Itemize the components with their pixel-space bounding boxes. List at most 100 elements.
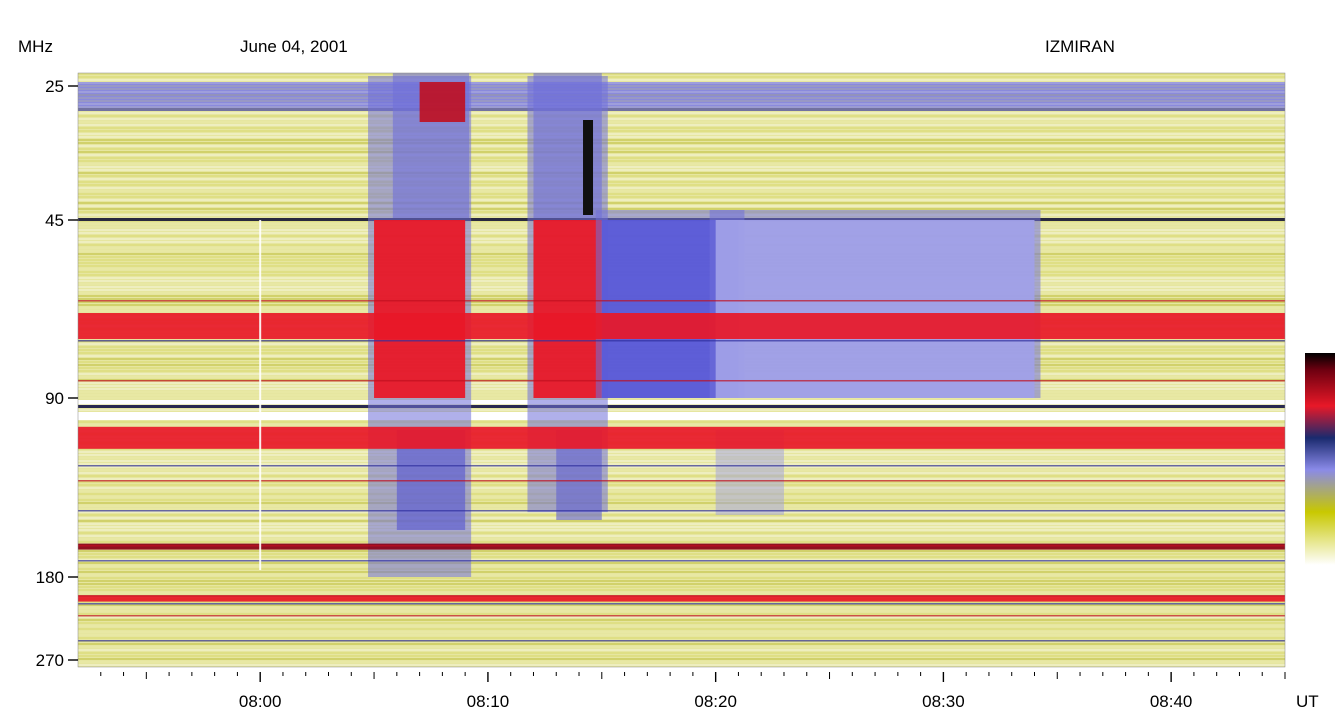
background-stripe — [78, 181, 1285, 183]
background-stripe — [78, 184, 1285, 186]
plot-frame — [77, 72, 1286, 668]
background-stripe — [78, 112, 1285, 114]
burst-upper-b-black — [583, 120, 594, 215]
background-stripe — [78, 655, 1285, 657]
background-stripe — [78, 646, 1285, 648]
background-stripe — [78, 130, 1285, 132]
background-stripe — [78, 463, 1285, 465]
background-stripe — [78, 475, 1285, 477]
line-accent — [78, 595, 1285, 597]
background-stripe — [78, 190, 1285, 192]
background-stripe — [78, 514, 1285, 516]
background-stripe — [78, 607, 1285, 609]
background-stripe — [78, 505, 1285, 507]
background-stripe — [78, 568, 1285, 570]
line-accent — [78, 603, 1285, 605]
background-stripe — [78, 124, 1285, 126]
background-stripe — [78, 490, 1285, 492]
x-tick-label: 08:00 — [239, 692, 282, 711]
line-accent — [78, 560, 1285, 562]
background-stripe — [78, 133, 1285, 135]
background-stripe — [78, 454, 1285, 456]
background-stripe — [78, 175, 1285, 177]
band-25mhz-edge — [78, 108, 1285, 111]
band-25mhz-overlay — [78, 82, 1285, 108]
background-stripe — [78, 499, 1285, 501]
background-stripe — [78, 664, 1285, 666]
background-stripe — [78, 619, 1285, 621]
separator-gap-white — [78, 412, 1285, 420]
background-stripe — [78, 157, 1285, 159]
background-stripe — [78, 529, 1285, 531]
background-stripe — [78, 421, 1285, 423]
background-stripe — [78, 604, 1285, 606]
burst-core-1 — [533, 220, 602, 398]
background-stripe — [78, 424, 1285, 426]
y-axis: 25 45 90 180 270 — [36, 77, 78, 670]
y-unit-label: MHz — [18, 37, 53, 56]
background-stripe — [78, 658, 1285, 660]
background-stripe — [78, 511, 1285, 513]
persistent-band-68mhz — [78, 313, 1285, 340]
background-stripe — [78, 589, 1285, 591]
background-stripe — [78, 637, 1285, 639]
background-stripe — [78, 661, 1285, 663]
background-stripe — [78, 148, 1285, 150]
background-stripe — [78, 556, 1285, 558]
y-tick-label: 45 — [45, 211, 64, 230]
background-stripe — [78, 202, 1285, 204]
background-stripe — [78, 472, 1285, 474]
background-stripe — [78, 583, 1285, 585]
background-stripe — [78, 601, 1285, 603]
line-accent — [78, 480, 1285, 482]
background-stripe — [78, 166, 1285, 168]
burst-core-3 — [715, 220, 1035, 398]
persistent-band-160mhz — [78, 543, 1285, 550]
background-stripe — [78, 151, 1285, 153]
background-stripe — [78, 532, 1285, 534]
line-accent — [78, 340, 1285, 342]
line-accent — [78, 640, 1285, 642]
line-accent — [78, 380, 1285, 382]
background-stripe — [78, 586, 1285, 588]
x-unit-label: UT — [1296, 692, 1319, 711]
background-stripe — [78, 154, 1285, 156]
background-stripe — [78, 139, 1285, 141]
x-tick-label: 08:30 — [922, 692, 965, 711]
background-stripe — [78, 121, 1285, 123]
background-stripe — [78, 649, 1285, 651]
y-tick-label: 25 — [45, 77, 64, 96]
spectrogram-plot-area — [77, 72, 1286, 668]
line-accent — [78, 465, 1285, 467]
background-stripe — [78, 169, 1285, 171]
colorbar — [1305, 353, 1335, 565]
background-stripe — [78, 178, 1285, 180]
x-tick-label: 08:40 — [1150, 692, 1193, 711]
background-stripe — [78, 625, 1285, 627]
background-stripe — [78, 142, 1285, 144]
background-stripe — [78, 76, 1285, 78]
observatory-label: IZMIRAN — [1045, 37, 1115, 56]
y-tick-label: 270 — [36, 651, 64, 670]
background-stripe — [78, 613, 1285, 615]
background-stripe — [78, 628, 1285, 630]
background-stripe — [78, 502, 1285, 504]
data-gap-column — [259, 220, 262, 570]
background-stripe — [78, 577, 1285, 579]
background-stripe — [78, 535, 1285, 537]
burst-upper-a-core — [419, 82, 466, 122]
background-stripe — [78, 517, 1285, 519]
line-accent — [78, 615, 1285, 617]
background-stripe — [78, 79, 1285, 81]
background-stripe — [78, 622, 1285, 624]
background-stripe — [78, 523, 1285, 525]
background-stripe — [78, 643, 1285, 645]
background-stripe — [78, 562, 1285, 564]
background-stripe — [78, 592, 1285, 594]
background-stripe — [78, 115, 1285, 117]
y-tick-label: 180 — [36, 568, 64, 587]
background-stripe — [78, 631, 1285, 633]
separator-90mhz-dark — [78, 405, 1285, 408]
background-stripe — [78, 205, 1285, 207]
